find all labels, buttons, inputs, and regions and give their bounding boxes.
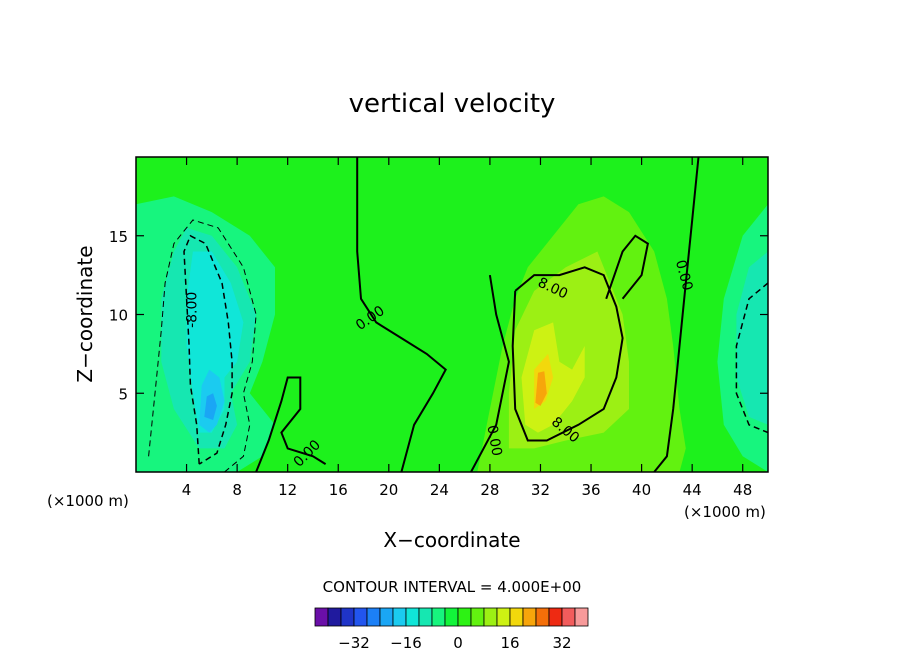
eight-contour xyxy=(511,266,624,442)
colorbar-swatch xyxy=(353,607,368,627)
x-tick-label: 28 xyxy=(480,481,499,499)
colorbar-swatch xyxy=(522,607,537,627)
colorbar-swatch xyxy=(496,607,511,627)
colorbar-swatch xyxy=(483,607,498,627)
contour-lines xyxy=(148,157,768,472)
y-tick-label: 5 xyxy=(118,385,128,403)
neg4-contour xyxy=(148,219,257,472)
colorbar-swatch xyxy=(327,607,342,627)
colorbar-tick-label: 16 xyxy=(500,634,519,652)
x-tick-label: 48 xyxy=(733,481,752,499)
colorbar-swatch xyxy=(509,607,524,627)
colorbar-swatch xyxy=(535,607,550,627)
zero-contour-right xyxy=(653,157,700,472)
x-tick-label: 4 xyxy=(182,481,192,499)
contour-label: -8.00 xyxy=(185,292,201,328)
colorbar-swatch xyxy=(470,607,485,627)
x-axis-unit-left: (×1000 m) xyxy=(47,492,129,510)
colorbar-tick-labels: −32 −16 0 16 32 xyxy=(338,634,571,652)
colorbar-swatch xyxy=(418,607,433,627)
colorbar xyxy=(314,607,589,627)
y-tick-label: 15 xyxy=(109,228,128,246)
colorbar-swatch xyxy=(379,607,394,627)
downdraft-region-right-2 xyxy=(736,251,768,425)
x-tick-label: 20 xyxy=(379,481,398,499)
x-tick-label: 40 xyxy=(632,481,651,499)
contour-label: 0.00 xyxy=(672,258,696,292)
x-axis-label: X−coordinate xyxy=(383,528,520,552)
colorbar-swatch xyxy=(431,607,446,627)
colorbar-swatch xyxy=(444,607,459,627)
colorbar-tick-label: 32 xyxy=(552,634,571,652)
contour-field xyxy=(136,157,768,472)
zero-contour-center xyxy=(356,157,447,472)
colorbar-swatch xyxy=(392,607,407,627)
y-tick-label: 10 xyxy=(109,307,128,325)
x-tick-label: 36 xyxy=(581,481,600,499)
x-tick-label: 32 xyxy=(531,481,550,499)
eight-contour-arm xyxy=(605,234,650,300)
x-tick-label: 12 xyxy=(278,481,297,499)
x-axis-unit-right: (×1000 m) xyxy=(684,503,766,521)
downdraft-region-5 xyxy=(204,393,217,420)
colorbar-swatch xyxy=(548,607,563,627)
neg8-contour xyxy=(183,234,233,465)
x-tick-label: 8 xyxy=(232,481,242,499)
y-axis-label: Z−coordinate xyxy=(73,245,97,382)
colorbar-swatch xyxy=(366,607,381,627)
colorbar-swatch xyxy=(574,607,589,627)
downdraft-region-3 xyxy=(186,251,244,433)
x-axis-ticks: 4 8 12 16 20 24 28 32 36 40 44 48 xyxy=(182,157,752,499)
colorbar-swatch xyxy=(457,607,472,627)
contour-label: 0.00 xyxy=(483,424,504,457)
y-axis-ticks: 5 10 15 xyxy=(109,228,768,403)
updraft-region-5 xyxy=(535,371,547,406)
neg4-contour-right xyxy=(735,282,768,434)
x-tick-label: 24 xyxy=(430,481,449,499)
contour-interval-text: CONTOUR INTERVAL = 4.000E+00 xyxy=(323,578,582,596)
colorbar-tick-label: −16 xyxy=(390,634,422,652)
colorbar-tick-label: −32 xyxy=(338,634,370,652)
colorbar-swatch xyxy=(405,607,420,627)
chart-title: vertical velocity xyxy=(349,89,556,119)
colorbar-swatch xyxy=(561,607,576,627)
zero-contour-updraft xyxy=(470,274,510,472)
colorbar-swatch xyxy=(340,607,355,627)
x-tick-label: 16 xyxy=(329,481,348,499)
x-tick-label: 44 xyxy=(683,481,702,499)
colorbar-tick-label: 0 xyxy=(453,634,463,652)
zero-contour-left xyxy=(255,376,327,472)
colorbar-swatch xyxy=(314,607,329,627)
